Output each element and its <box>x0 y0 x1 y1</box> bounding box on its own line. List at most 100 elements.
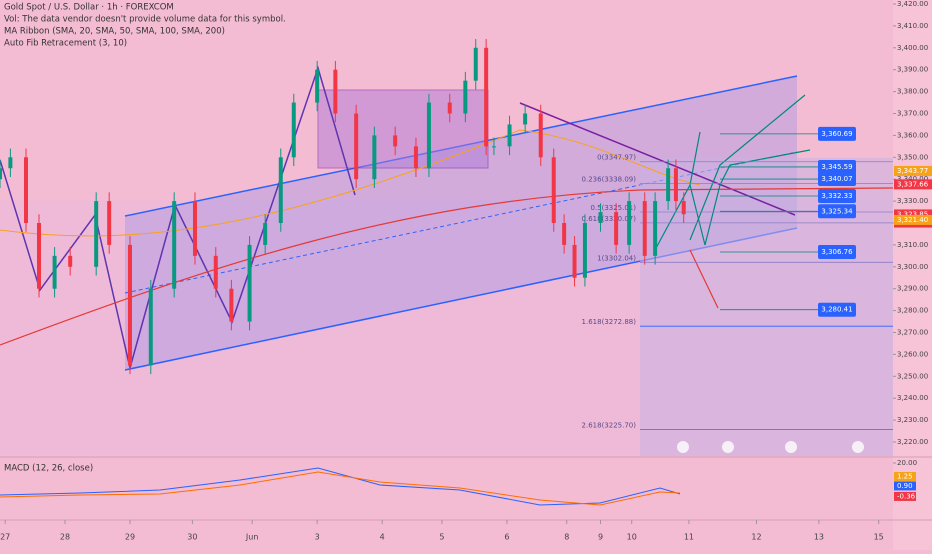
target-label: 3,360.69 <box>821 130 852 138</box>
candle-body <box>263 223 268 245</box>
ma-line <box>0 187 894 346</box>
target-label: 3,306.76 <box>821 248 853 256</box>
x-tick-label: 30 <box>187 533 197 542</box>
projection <box>689 249 719 309</box>
target-box <box>818 244 856 259</box>
candle-body <box>36 223 41 289</box>
candle-body <box>192 201 197 256</box>
x-tick-label: 9 <box>598 533 603 542</box>
channel-mid <box>124 151 798 294</box>
x-tick-label: 8 <box>564 533 569 542</box>
subtitle: MA Ribbon (SMA, 20, SMA, 50, SMA, 100, S… <box>4 27 225 37</box>
target-box <box>818 204 856 219</box>
candle-body <box>127 244 132 366</box>
candle-body <box>354 113 359 180</box>
x-tick-label: 4 <box>380 533 385 542</box>
event-icon[interactable] <box>722 441 734 453</box>
price-label: 3,343.77 <box>897 167 928 175</box>
candle-body <box>213 255 218 289</box>
target-label: 3,325.34 <box>821 207 853 215</box>
x-tick-label: 15 <box>874 533 884 542</box>
candle-body <box>107 201 112 245</box>
y-tick-label: 3,230.00 <box>897 416 928 424</box>
candle-body <box>473 47 478 81</box>
candle-body <box>0 168 2 180</box>
x-tick-label: Jun <box>245 533 259 542</box>
target-label: 3,345.59 <box>821 163 852 171</box>
target-label: 3,332.33 <box>821 192 852 200</box>
macd-label: -0.36 <box>897 492 916 500</box>
candle-body <box>8 157 13 169</box>
candle-body <box>582 223 587 278</box>
candle-body <box>572 244 577 278</box>
candle-body <box>653 201 658 256</box>
y-tick-label: 3,340.00 <box>897 175 928 183</box>
candle-body <box>172 201 177 289</box>
target-box <box>818 188 856 203</box>
range-box <box>317 89 489 169</box>
macd-label: 1.25 <box>897 473 913 481</box>
y-tick-label: 3,350.00 <box>897 153 928 161</box>
fib-label: 0(3347.97) <box>597 154 636 162</box>
x-tick-label: 3 <box>315 533 320 542</box>
wave-line <box>0 65 356 369</box>
macd-line <box>0 467 681 506</box>
candle-body <box>614 212 619 245</box>
y-tick-label: 3,360.00 <box>897 131 928 139</box>
fib-label: 2.618(3225.70) <box>582 422 637 430</box>
subtitle: Vol: The data vendor doesn't provide vol… <box>4 15 286 25</box>
candle-body <box>447 102 452 114</box>
x-tick-label: 11 <box>684 533 694 542</box>
candle-body <box>642 201 647 256</box>
candle-body <box>484 47 489 147</box>
candle-body <box>523 113 528 125</box>
candle-body <box>148 288 153 366</box>
candle-body <box>551 157 556 223</box>
y-tick-label: 3,380.00 <box>897 88 928 96</box>
macd-label: 0.90 <box>897 482 913 490</box>
candle-body <box>247 244 252 322</box>
y-tick-label: 3,370.00 <box>897 110 928 118</box>
candle-body <box>598 212 603 223</box>
x-tick-label: 28 <box>60 533 70 542</box>
macd-title: MACD (12, 26, close) <box>4 464 93 474</box>
x-tick-label: 27 <box>0 533 10 542</box>
event-icon[interactable] <box>852 441 864 453</box>
candle-body <box>52 255 57 289</box>
y-tick-label: 3,330.00 <box>897 197 928 205</box>
event-icon[interactable] <box>785 441 797 453</box>
x-tick-label: 10 <box>627 533 637 542</box>
target-box <box>818 302 856 317</box>
candle-body <box>291 102 296 158</box>
y-tick-label: 3,260.00 <box>897 350 928 358</box>
y-tick-label: 3,220.00 <box>897 438 928 446</box>
y-tick-label: 3,240.00 <box>897 394 928 402</box>
candle-body <box>666 168 671 202</box>
projection <box>689 94 806 241</box>
target-label: 3,340.07 <box>821 175 852 183</box>
target-label: 3,280.41 <box>821 306 852 314</box>
subtitle: Auto Fib Retracement (3, 10) <box>4 39 127 49</box>
candle-body <box>681 201 686 215</box>
candle-body <box>562 223 567 245</box>
candle-body <box>673 168 678 202</box>
candle-body <box>426 102 431 169</box>
candle-body <box>627 201 632 245</box>
event-icon[interactable] <box>677 441 689 453</box>
macd-box <box>894 472 916 481</box>
price-box <box>894 214 932 225</box>
candle-body <box>538 113 543 158</box>
target-box <box>818 159 856 174</box>
candle-body <box>94 201 99 267</box>
chart-title: Gold Spot / U.S. Dollar · 1h · FOREXCOM <box>4 3 174 13</box>
y-tick-label: 3,420.00 <box>897 0 928 8</box>
y-tick-label: 3,270.00 <box>897 329 928 337</box>
price-box <box>894 179 932 190</box>
price-axis <box>893 0 932 550</box>
macd-box <box>894 491 916 501</box>
fib-label: 1.618(3272.88) <box>582 318 637 326</box>
y-tick-label: 3,250.00 <box>897 372 928 380</box>
x-tick-label: 13 <box>814 533 824 542</box>
fib-label: 0.5(3325.01) <box>590 204 636 212</box>
